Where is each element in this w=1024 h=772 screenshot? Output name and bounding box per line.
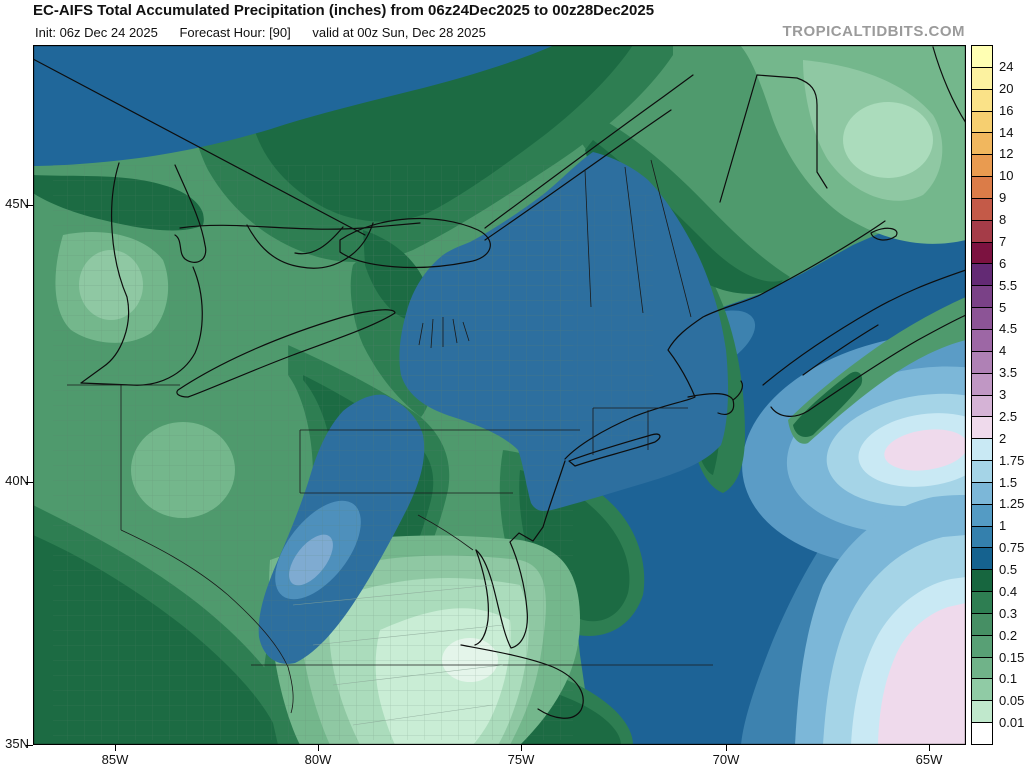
colorbar-value-label: 0.01: [999, 715, 1024, 731]
colorbar-value-label: 5: [999, 299, 1007, 315]
colorbar-value-label: 1.25: [999, 496, 1024, 512]
precip-map-svg: [33, 45, 966, 745]
colorbar-cell: [972, 89, 992, 112]
lon-label: 70W: [712, 752, 740, 767]
colorbar-cell: [972, 548, 992, 571]
colorbar-cell: [972, 723, 992, 744]
colorbar-cell: [972, 286, 992, 309]
init-time: Init: 06z Dec 24 2025: [35, 25, 158, 40]
colorbar-cell: [972, 329, 992, 352]
colorbar-value-label: 16: [999, 102, 1014, 118]
colorbar-value-label: 8: [999, 212, 1007, 227]
colorbar-value-label: 5.5: [999, 277, 1018, 293]
colorbar-cell: [972, 417, 992, 440]
colorbar-cell: [972, 264, 992, 287]
colorbar-cell: [972, 613, 992, 636]
lon-label: 80W: [304, 752, 332, 767]
lon-label: 65W: [915, 752, 943, 767]
colorbar-value-label: 0.15: [999, 649, 1024, 665]
forecast-map: [33, 45, 966, 745]
colorbar-cell: [972, 308, 992, 330]
colorbar-cell: [972, 701, 992, 724]
colorbar-value-label: 0.2: [999, 627, 1018, 643]
colorbar-cell: [972, 592, 992, 614]
colorbar-value-label: 24: [999, 58, 1014, 74]
lat-tick: [26, 745, 33, 746]
colorbar-cell: [972, 504, 992, 527]
colorbar-value-label: 0.75: [999, 540, 1024, 556]
colorbar-value-label: 4: [999, 343, 1007, 359]
colorbar-cell: [972, 679, 992, 702]
lat-tick: [26, 482, 33, 483]
colorbar-value-label: 10: [999, 168, 1014, 184]
lat-label: 45N: [5, 196, 29, 211]
colorbar-cell: [972, 155, 992, 178]
colorbar-value-label: 9: [999, 190, 1007, 206]
colorbar-value-label: 20: [999, 80, 1014, 96]
lon-label: 85W: [101, 752, 129, 767]
valid-time: valid at 00z Sun, Dec 28 2025: [312, 25, 486, 40]
colorbar-cell: [972, 461, 992, 483]
colorbar-cell: [972, 373, 992, 396]
lat-label: 40N: [5, 473, 29, 488]
lat-tick: [26, 205, 33, 206]
watermark: TROPICALTIDBITS.COM: [782, 23, 965, 40]
colorbar-cell: [972, 351, 992, 374]
colorbar-value-label: 14: [999, 124, 1014, 140]
model-run-info: Init: 06z Dec 24 2025 Forecast Hour: [90…: [35, 25, 504, 40]
colorbar-value-label: 2: [999, 430, 1007, 446]
lon-tick: [726, 745, 727, 751]
colorbar-cell: [972, 482, 992, 505]
lon-tick: [521, 745, 522, 751]
colorbar-cell: [972, 46, 992, 68]
colorbar-cell: [972, 242, 992, 265]
colorbar-value-label: 6: [999, 255, 1007, 271]
colorbar-cell: [972, 657, 992, 680]
precip-colorbar: [971, 45, 993, 745]
colorbar-cell: [972, 526, 992, 549]
colorbar-cell: [972, 570, 992, 593]
colorbar-cell: [972, 395, 992, 418]
forecast-hour: Forecast Hour: [90]: [179, 25, 291, 40]
colorbar-value-label: 3.5: [999, 365, 1018, 381]
lon-tick: [115, 745, 116, 751]
colorbar-value-label: 12: [999, 146, 1014, 162]
colorbar-cell: [972, 220, 992, 243]
colorbar-cell: [972, 635, 992, 658]
colorbar-cell: [972, 133, 992, 156]
lat-label: 35N: [5, 736, 29, 751]
colorbar-value-label: 0.1: [999, 671, 1018, 687]
colorbar-value-label: 1: [999, 518, 1007, 534]
lon-tick: [318, 745, 319, 751]
colorbar-value-label: 4.5: [999, 321, 1018, 337]
page-title: EC-AIFS Total Accumulated Precipitation …: [33, 2, 655, 19]
colorbar-value-label: 3: [999, 387, 1007, 402]
colorbar-cell: [972, 198, 992, 221]
colorbar-cell: [972, 111, 992, 134]
colorbar-value-label: 1.75: [999, 452, 1024, 468]
colorbar-value-label: 0.3: [999, 605, 1018, 621]
colorbar-value-label: 0.05: [999, 693, 1024, 709]
colorbar-value-label: 1.5: [999, 474, 1018, 490]
colorbar-value-label: 7: [999, 233, 1007, 249]
colorbar-value-label: 0.5: [999, 562, 1018, 577]
colorbar-value-label: 0.4: [999, 583, 1018, 599]
colorbar-cell: [972, 177, 992, 199]
colorbar-value-label: 2.5: [999, 408, 1018, 424]
colorbar-cell: [972, 439, 992, 462]
lon-tick: [929, 745, 930, 751]
colorbar-cell: [972, 67, 992, 90]
lon-label: 75W: [507, 752, 535, 767]
